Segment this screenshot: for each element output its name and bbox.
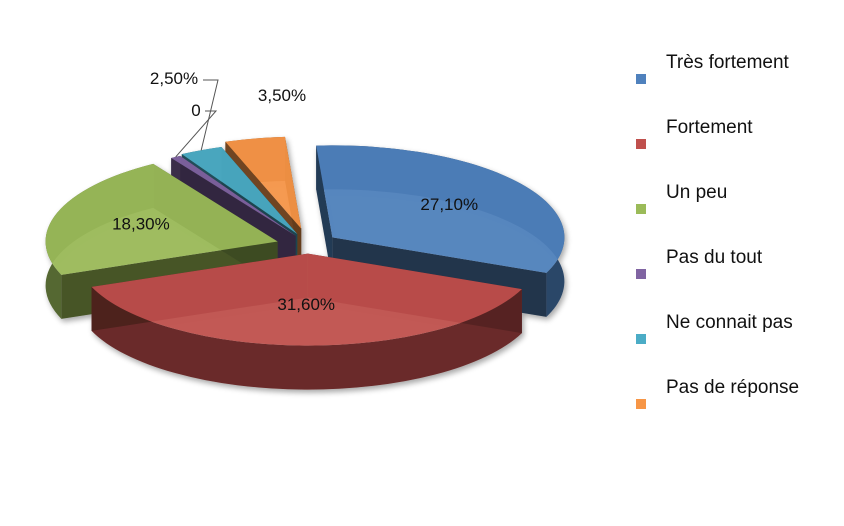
legend-swatch — [636, 269, 646, 279]
legend-item-un-peu: Un peu — [636, 182, 841, 247]
legend-swatch — [636, 399, 646, 409]
leader-line — [175, 110, 218, 158]
legend-swatch — [636, 334, 646, 344]
legend-item-ne-connait-pas: Ne connait pas — [636, 312, 841, 377]
data-label: 18,30% — [112, 215, 170, 234]
data-label: 2,50% — [150, 69, 198, 88]
data-label: 0 — [191, 101, 200, 120]
legend: Très fortement Fortement Un peu Pas du t… — [636, 52, 841, 442]
legend-label: Très fortement — [666, 52, 789, 73]
leader-line — [200, 79, 219, 151]
legend-item-pas-du-tout: Pas du tout — [636, 247, 841, 312]
legend-item-pas-de-reponse: Pas de réponse — [636, 377, 841, 442]
legend-item-tres-fortement: Très fortement — [636, 52, 841, 117]
legend-swatch — [636, 204, 646, 214]
legend-swatch — [636, 139, 646, 149]
legend-label: Fortement — [666, 117, 753, 138]
data-label: 27,10% — [420, 195, 478, 214]
legend-label: Ne connait pas — [666, 312, 793, 333]
legend-swatch — [636, 74, 646, 84]
legend-label: Pas du tout — [666, 247, 763, 268]
legend-label: Un peu — [666, 182, 728, 203]
data-label: 3,50% — [258, 86, 306, 105]
legend-item-fortement: Fortement — [636, 117, 841, 182]
pie-chart: 3,50% 2,50% 0 27,10% 18,30% 31,60% — [45, 69, 565, 390]
pie-slice — [91, 253, 522, 390]
legend-label: Pas de réponse — [666, 377, 800, 398]
data-label: 31,60% — [277, 295, 335, 314]
